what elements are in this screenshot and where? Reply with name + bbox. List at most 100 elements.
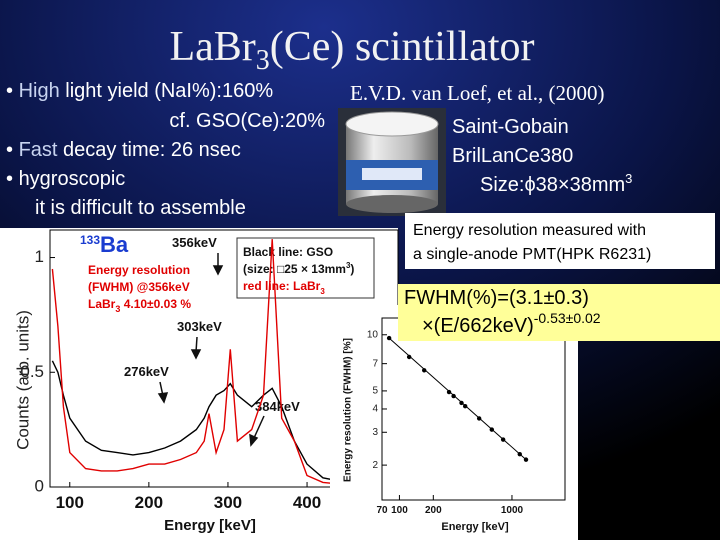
- y-tick-label: 2: [372, 460, 378, 471]
- bullet-key: Fast: [19, 139, 58, 161]
- data-point: [422, 368, 427, 373]
- arrow-head: [249, 433, 259, 447]
- crystal-bottom: [346, 195, 438, 213]
- x-tick-label: 400: [293, 493, 321, 512]
- x-axis-label: Energy [keV]: [441, 521, 509, 533]
- data-point: [446, 389, 452, 395]
- x-tick-label: 70: [376, 505, 388, 516]
- legend-sup: 3: [346, 261, 351, 270]
- bullet-text: decay time: 26 nsec: [57, 139, 240, 161]
- size-sup: 3: [625, 171, 632, 186]
- y-tick-label: 0.5: [20, 362, 44, 381]
- measurement-text: a single-anode PMT(HPK R6231): [413, 246, 651, 263]
- resolution-text: (FWHM) @356keV: [88, 280, 190, 294]
- data-point: [517, 451, 522, 457]
- isotope-name: Ba: [100, 232, 129, 257]
- formula-text: ×(E/662keV): [422, 315, 534, 337]
- bullet-mark: •: [6, 139, 19, 161]
- product: Saint-Gobain BrilLanCe380 Size:ϕ38×38mm3: [452, 116, 632, 196]
- legend-text: (size: □25 × 13mm: [243, 262, 346, 276]
- peak-label: 303keV: [177, 319, 222, 334]
- x-tick-label: 300: [214, 493, 242, 512]
- data-point: [459, 400, 464, 406]
- bullets: • High light yield (NaI%):160% cf. GSO(C…: [6, 80, 325, 219]
- bullet-key: High: [19, 80, 60, 102]
- crystal-top: [345, 111, 439, 137]
- resolution-chart: Energy resolution (FWHM) [%] Energy [keV…: [330, 305, 578, 540]
- crystal-label-text: [362, 168, 422, 180]
- crystal-photo: [338, 108, 446, 216]
- formula-box: [398, 284, 720, 341]
- resolution-note: Energy resolution (FWHM) @356keV LaBr3 4…: [88, 263, 191, 314]
- peak-label: 276keV: [124, 364, 169, 379]
- size-text: Size:ϕ38×38mm: [480, 174, 625, 196]
- legend: Black line: GSO (size: □25 × 13mm3) red …: [243, 245, 354, 296]
- resolution-text: Energy resolution: [88, 263, 190, 277]
- product-size: Size:ϕ38×38mm3: [480, 171, 632, 196]
- x-tick-label: 200: [135, 493, 163, 512]
- legend-text: Black line: GSO: [243, 245, 333, 259]
- legend-text: (size: □25 × 13mm3): [243, 261, 354, 276]
- formula-sup: -0.53±0.02: [534, 310, 601, 326]
- x-tick-label: 100: [391, 505, 408, 516]
- peak-label: 384keV: [255, 399, 300, 414]
- title-sub: 3: [256, 45, 270, 76]
- y-tick-label: 4: [372, 404, 378, 415]
- legend-sub: 3: [320, 287, 325, 296]
- arrow: [253, 415, 265, 439]
- y-tick-label: 5: [372, 386, 378, 397]
- bullet: • Fast decay time: 26 nsec: [6, 139, 241, 161]
- legend-text: ): [350, 262, 354, 276]
- product-maker: Saint-Gobain: [452, 116, 569, 138]
- y-tick-label: 3: [372, 427, 378, 438]
- legend-text: red line: LaBr: [243, 279, 321, 293]
- isotope-label: 133Ba: [80, 232, 129, 257]
- data-point: [489, 427, 495, 432]
- product-name: BrilLanCe380: [452, 145, 573, 167]
- x-tick-label: 100: [56, 493, 84, 512]
- data-point: [451, 393, 456, 399]
- x-tick-label: 1000: [501, 505, 524, 516]
- resolution-text: LaBr: [88, 297, 116, 311]
- peak-labels: 356keV 303keV 276keV 384keV: [124, 235, 300, 414]
- y-axis-label: Counts (arb. units): [13, 310, 32, 450]
- slide-title: LaBr3(Ce) scintillator: [169, 24, 534, 76]
- spectrum-line: [51, 360, 395, 487]
- arrows: [157, 253, 265, 447]
- measurement-box: [405, 213, 715, 269]
- arrow-head: [157, 392, 169, 404]
- chart-panel: [330, 305, 578, 540]
- data-point: [523, 457, 529, 462]
- formula-text: ×(E/662keV)-0.53±0.02: [422, 310, 601, 337]
- arrow-head: [190, 349, 202, 360]
- resolution-text: 4.10±0.03 %: [120, 297, 191, 311]
- legend-text: red line: LaBr3: [243, 279, 325, 296]
- x-tick-label: 200: [425, 505, 442, 516]
- bullet-text: light yield (NaI%):160%: [60, 80, 274, 102]
- bullet-mark: •: [6, 80, 19, 102]
- bullet: • hygroscopic: [6, 168, 125, 190]
- data-point: [476, 416, 482, 421]
- reference: E.V.D. van Loef, et al., (2000): [350, 81, 604, 105]
- y-tick-label: 1: [35, 247, 44, 266]
- y-tick-label: 7: [372, 358, 378, 369]
- bullet-text: cf. GSO(Ce):20%: [169, 110, 325, 132]
- legend-box: [236, 237, 375, 299]
- bullet-text: it is difficult to assemble: [35, 197, 246, 219]
- spectrum-line: [51, 239, 395, 487]
- data-point: [406, 354, 412, 360]
- y-tick-label: 0: [35, 476, 44, 495]
- title-text: LaBr: [169, 24, 255, 70]
- arrow-head: [212, 265, 224, 276]
- data-point: [462, 403, 468, 409]
- peak-label: 356keV: [172, 235, 217, 250]
- y-tick-label: 10: [367, 329, 379, 340]
- measurement-text: Energy resolution measured with: [413, 222, 646, 239]
- data-point: [500, 437, 506, 442]
- resolution-text: LaBr3 4.10±0.03 %: [88, 297, 191, 314]
- formula-text: FWHM(%)=(3.1±0.3): [404, 287, 589, 309]
- isotope-mass: 133: [80, 233, 100, 247]
- bullet-mark: •: [6, 168, 19, 190]
